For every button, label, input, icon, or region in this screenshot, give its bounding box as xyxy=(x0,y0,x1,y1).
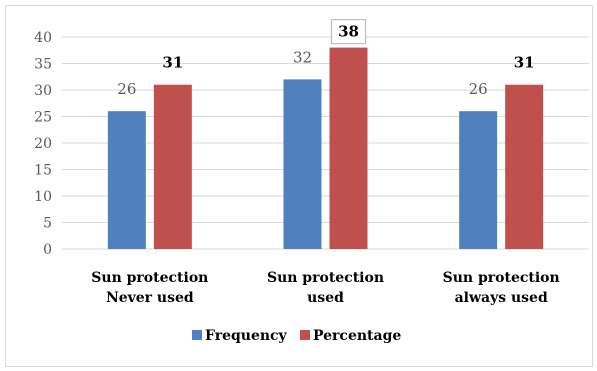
bar-frequency-1 xyxy=(283,79,322,250)
legend-label-frequency: Frequency xyxy=(205,328,288,344)
y-tick-label: 0 xyxy=(43,242,52,258)
chart-frame: 0 5 10 15 20 25 30 35 40 26 31 32 38 26 31 Sun protec… xyxy=(5,5,593,367)
x-category-label: Sun protection xyxy=(91,270,208,286)
bar-frequency-2 xyxy=(459,111,498,249)
x-category-label: always used xyxy=(455,290,548,306)
bar-chart: 0 5 10 15 20 25 30 35 40 26 31 32 38 26 31 Sun protec… xyxy=(34,19,589,344)
x-category-label: used xyxy=(307,290,344,306)
data-label-percentage-1: 38 xyxy=(338,23,359,41)
y-tick-label: 40 xyxy=(34,30,52,46)
gridlines xyxy=(62,36,589,250)
y-tick-label: 10 xyxy=(34,189,52,205)
data-label-frequency-0: 26 xyxy=(117,80,136,98)
data-label-box xyxy=(330,19,367,45)
y-tick-label: 20 xyxy=(34,136,52,152)
bars xyxy=(107,47,544,250)
y-tick-label: 5 xyxy=(43,216,52,232)
data-label-percentage-2: 31 xyxy=(514,54,535,72)
data-labels: 26 31 32 38 26 31 xyxy=(117,19,535,98)
legend: Frequency Percentage xyxy=(192,328,401,344)
data-label-percentage-0: 31 xyxy=(162,54,183,72)
y-axis: 0 5 10 15 20 25 30 35 40 xyxy=(34,30,52,258)
x-axis: Sun protection Never used Sun protection us… xyxy=(91,270,559,306)
legend-swatch-percentage xyxy=(300,330,310,340)
data-label-frequency-2: 26 xyxy=(469,80,488,98)
bar-frequency-0 xyxy=(107,111,146,249)
y-tick-label: 30 xyxy=(34,83,52,99)
x-category-label: Never used xyxy=(106,290,194,306)
legend-swatch-frequency xyxy=(192,330,202,340)
y-tick-label: 15 xyxy=(34,163,52,179)
legend-label-percentage: Percentage xyxy=(313,328,401,344)
data-label-frequency-1: 32 xyxy=(293,48,312,66)
bar-percentage-2 xyxy=(505,84,544,249)
bar-percentage-0 xyxy=(153,84,192,249)
bar-percentage-1 xyxy=(329,47,368,249)
y-tick-label: 35 xyxy=(34,57,52,73)
x-category-label: Sun protection xyxy=(443,270,560,286)
x-category-label: Sun protection xyxy=(267,270,384,286)
y-tick-label: 25 xyxy=(34,110,52,126)
